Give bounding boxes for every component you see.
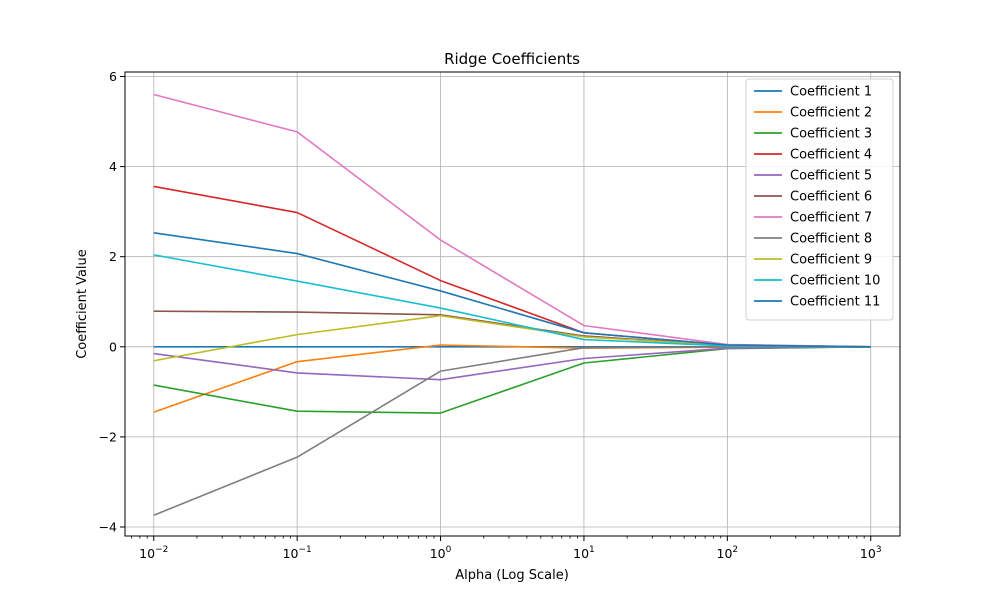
x-tick-label: 100 [430,545,452,561]
series-line-8 [153,345,871,517]
series-line-5 [153,346,871,381]
x-tick-label: 10−2 [139,545,168,561]
legend-entry-label: Coefficient 6 [790,190,872,205]
y-tick-label: 6 [109,69,117,84]
x-tick-label: 10−1 [283,545,312,561]
y-tick-label: −4 [99,519,117,534]
chart-title: Ridge Coefficients [444,50,580,68]
y-tick-label: −2 [99,429,117,444]
y-axis-label: Coefficient Value [75,249,90,359]
legend-entry-label: Coefficient 8 [790,232,872,247]
x-tick-label: 102 [717,545,739,561]
series-line-2 [153,344,871,413]
y-tick-label: 0 [109,339,117,354]
legend-entry-label: Coefficient 2 [790,106,872,121]
y-tick-label: 2 [109,249,117,264]
series-line-9 [153,314,871,362]
series-line-3 [153,346,871,414]
legend-box [745,78,894,321]
legend-entry-label: Coefficient 3 [790,127,872,142]
x-tick-label: 103 [860,545,882,561]
legend-entry-label: Coefficient 7 [790,211,872,226]
legend-entry-label: Coefficient 5 [790,169,872,184]
x-axis-ticks: 10−2 10−1 100 101 102 103 [131,536,882,561]
y-tick-label: 4 [109,159,117,174]
legend-entry-label: Coefficient 11 [790,295,880,310]
x-tick-label: 101 [573,545,595,561]
legend-entry-label: Coefficient 1 [790,85,872,100]
x-axis-label: Alpha (Log Scale) [455,568,569,583]
legend-entry-label: Coefficient 10 [790,274,880,289]
plot-lines [153,93,871,517]
legend: Coefficient 1 Coefficient 2 Coefficient 3 C… [745,78,894,321]
y-axis-ticks: −4 −2 0 2 4 6 [99,69,125,534]
legend-entry-label: Coefficient 9 [790,253,872,268]
legend-entry-label: Coefficient 4 [790,148,872,163]
plot-frame [124,71,901,537]
series-line-11 [153,232,871,348]
